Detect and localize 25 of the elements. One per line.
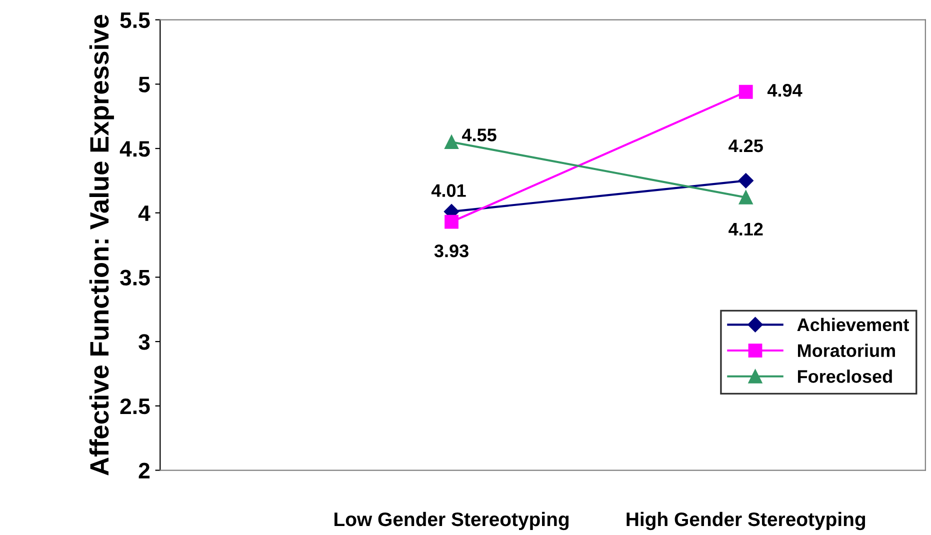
point: [444, 214, 458, 229]
y-tick-label: 2.5: [120, 398, 150, 414]
y-tick-label: 3.5: [120, 270, 150, 286]
y-tick-label: 3: [138, 334, 150, 350]
data-label: 4.94: [767, 84, 802, 97]
legend-label: Moratorium: [798, 344, 895, 358]
data-label: 3.93: [434, 244, 468, 258]
x-tick-label: High Gender Stereotyping: [626, 512, 866, 530]
y-tick-label: 5.5: [120, 12, 150, 28]
y-axis-title: Affective Function: Value Expressive: [89, 14, 114, 476]
legend-label: Achievement: [797, 318, 909, 332]
y-tick-label: 4.5: [120, 141, 150, 157]
legend-label: Foreclosed: [798, 370, 892, 383]
y-tick-label: 5: [138, 76, 150, 92]
data-label: 4.01: [431, 184, 466, 197]
y-tick-label: 2: [138, 462, 150, 478]
data-label: 4.55: [462, 128, 496, 142]
y-tick-label: 4: [138, 206, 150, 221]
point: [738, 84, 753, 99]
point: [738, 190, 753, 204]
point: [444, 135, 458, 150]
data-label: 4.25: [728, 139, 763, 152]
x-tick-label: Low Gender Stereotyping: [334, 512, 569, 530]
data-label: 4.12: [728, 222, 763, 236]
point: [738, 173, 754, 188]
